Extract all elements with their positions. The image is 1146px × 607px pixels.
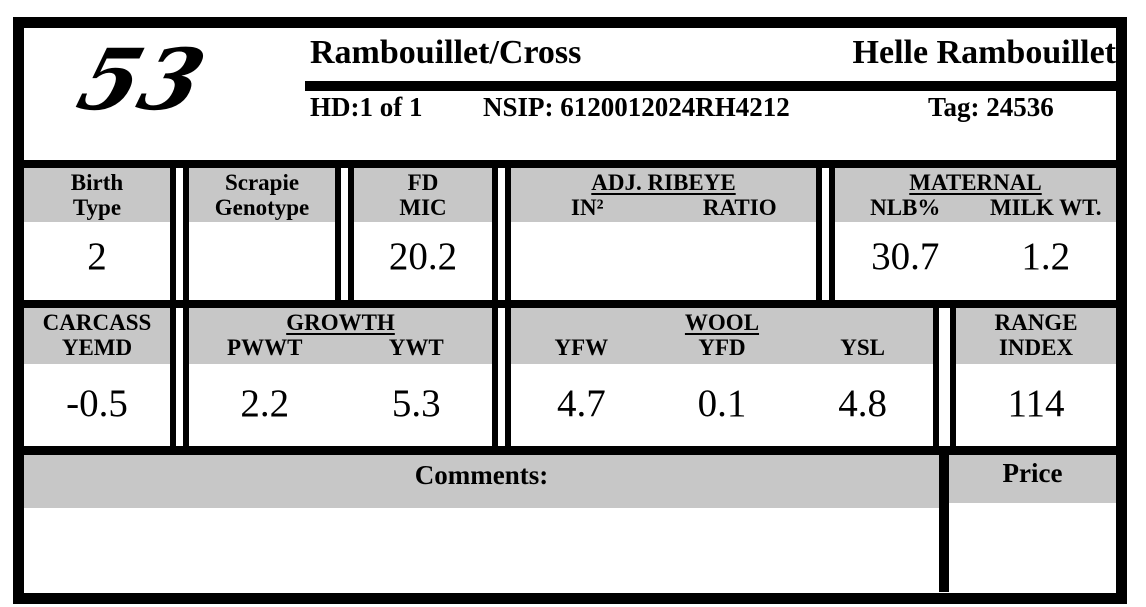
divider-row2-footer	[24, 446, 1116, 455]
adj-ribeye-body	[511, 222, 816, 300]
wool-col-yfw: YFW	[554, 335, 609, 360]
fd-mic-label-line2: MIC	[399, 195, 447, 220]
range-index-header: RANGE INDEX	[956, 308, 1116, 364]
range-label-line1: RANGE	[994, 310, 1078, 335]
growth-header: GROWTH PWWT YWT	[189, 308, 492, 364]
lot-number: 53	[67, 30, 218, 129]
scrapie-label-line1: Scrapie	[224, 170, 300, 195]
fd-mic-value: 20.2	[388, 235, 458, 278]
adj-ribeye-header: ADJ. RIBEYE IN² RATIO	[511, 168, 816, 222]
growth-column-labels: PWWT YWT	[189, 335, 492, 360]
maternal-group-label: MATERNAL	[909, 170, 1042, 195]
adj-ribeye-col-ratio: RATIO	[702, 195, 777, 220]
range-index-value: 114	[1007, 382, 1065, 425]
scrapie-genotype-body	[189, 222, 335, 300]
carcass-yemd-cell: CARCASS YEMD -0.5	[24, 308, 176, 446]
wool-yfd-value: 0.1	[697, 382, 747, 425]
wool-header: WOOL YFW YFD YSL	[511, 308, 933, 364]
adj-ribeye-group-label: ADJ. RIBEYE	[591, 170, 736, 195]
growth-ywt-value: 5.3	[391, 382, 441, 425]
birth-type-label-line1: Birth	[70, 170, 124, 195]
maternal-column-labels: NLB% MILK WT.	[835, 195, 1116, 220]
adj-ribeye-col-in2: IN²	[571, 195, 604, 220]
adj-ribeye-cell: ADJ. RIBEYE IN² RATIO	[505, 168, 822, 300]
carcass-yemd-value: -0.5	[66, 382, 128, 425]
wool-col-yfd: YFD	[698, 335, 746, 360]
wool-cell: WOOL YFW YFD YSL 4.7 0.1 4.8	[505, 308, 939, 446]
carcass-label-line2: YEMD	[61, 335, 133, 360]
maternal-body: 30.7 1.2	[835, 222, 1116, 300]
nsip-id: NSIP: 6120012024RH4212	[483, 92, 790, 122]
scrapie-genotype-cell: Scrapie Genotype	[183, 168, 341, 300]
adj-ribeye-column-labels: IN² RATIO	[511, 195, 816, 220]
fd-mic-cell: FD MIC 20.2	[348, 168, 498, 300]
fd-mic-header: FD MIC	[354, 168, 492, 222]
wool-spacer-left	[511, 310, 652, 335]
growth-col-ywt: YWT	[388, 335, 444, 360]
birth-type-body: 2	[24, 222, 170, 300]
carcass-label-line1: CARCASS	[42, 310, 152, 335]
maternal-col-milkwt: MILK WT.	[989, 195, 1102, 220]
birth-type-cell: Birth Type 2	[24, 168, 176, 300]
wool-spacer-right	[792, 310, 933, 335]
birth-type-label-line2: Type	[72, 195, 122, 220]
fd-mic-label-line1: FD	[407, 170, 439, 195]
header-divider-bar	[305, 81, 1116, 91]
wool-col-ysl: YSL	[840, 335, 886, 360]
wool-ysl-value: 4.8	[838, 382, 888, 425]
growth-body: 2.2 5.3	[189, 364, 492, 446]
growth-group-label: GROWTH	[286, 310, 395, 335]
price-field	[949, 503, 1116, 582]
head-count: HD:1 of 1	[310, 92, 423, 122]
breed-name: Rambouillet/Cross	[310, 34, 582, 71]
maternal-milkwt-value: 1.2	[1021, 235, 1071, 278]
carcass-yemd-header: CARCASS YEMD	[24, 308, 170, 364]
range-index-body: 114	[956, 364, 1116, 446]
growth-col-pwwt: PWWT	[227, 335, 303, 360]
wool-column-labels: YFW YFD YSL	[511, 335, 933, 360]
wool-group-row: WOOL	[511, 310, 933, 335]
price-section: Price	[939, 455, 1116, 592]
birth-type-value: 2	[87, 235, 107, 278]
maternal-cell: MATERNAL NLB% MILK WT. 30.7 1.2	[829, 168, 1116, 300]
tag-number: Tag: 24536	[928, 92, 1054, 122]
wool-group-label: WOOL	[684, 310, 760, 335]
wool-yfw-value: 4.7	[556, 382, 606, 425]
scrapie-label-line2: Genotype	[214, 195, 310, 220]
birth-type-header: Birth Type	[24, 168, 170, 222]
consignor-name: Helle Rambouillet	[852, 34, 1116, 71]
scrapie-genotype-header: Scrapie Genotype	[189, 168, 335, 222]
comments-label: Comments:	[24, 455, 939, 508]
range-label-line2: INDEX	[998, 335, 1074, 360]
divider-header-row1	[24, 160, 1116, 168]
wool-body: 4.7 0.1 4.8	[511, 364, 933, 446]
divider-row1-row2	[24, 300, 1116, 308]
comments-section: Comments:	[24, 455, 939, 592]
carcass-yemd-body: -0.5	[24, 364, 170, 446]
price-label: Price	[949, 455, 1116, 503]
fd-mic-body: 20.2	[354, 222, 492, 300]
maternal-header: MATERNAL NLB% MILK WT.	[835, 168, 1116, 222]
maternal-nlb-value: 30.7	[871, 235, 940, 278]
growth-cell: GROWTH PWWT YWT 2.2 5.3	[183, 308, 498, 446]
growth-pwwt-value: 2.2	[240, 382, 290, 425]
range-index-cell: RANGE INDEX 114	[950, 308, 1116, 446]
card-border	[13, 17, 1127, 604]
comments-field	[24, 508, 939, 592]
maternal-col-nlb: NLB%	[870, 195, 941, 220]
